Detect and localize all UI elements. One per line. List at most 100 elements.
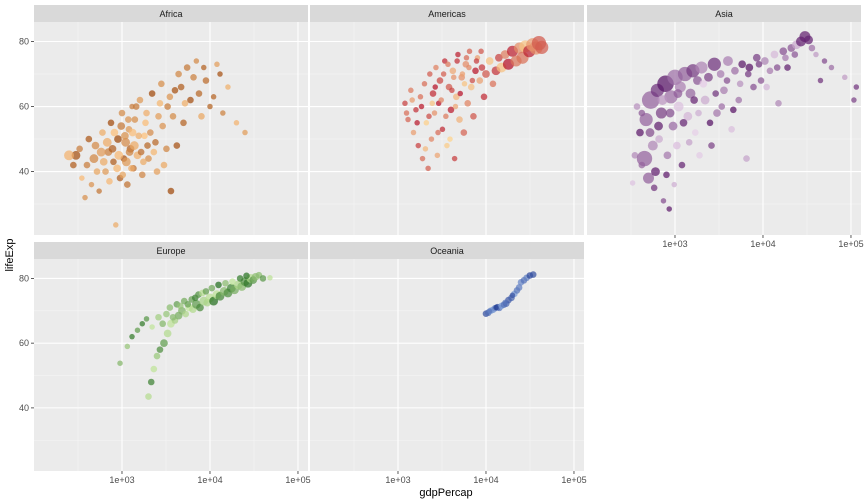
data-point bbox=[708, 142, 715, 149]
points-group bbox=[482, 271, 537, 318]
data-point bbox=[148, 90, 156, 97]
data-point bbox=[440, 71, 447, 77]
data-point bbox=[160, 339, 168, 347]
data-point bbox=[657, 95, 668, 106]
data-point bbox=[706, 119, 714, 127]
data-point bbox=[434, 152, 441, 159]
y-axis-title: lifeExp bbox=[4, 238, 16, 271]
data-point bbox=[214, 61, 220, 68]
data-point bbox=[494, 53, 503, 62]
data-point bbox=[853, 84, 860, 90]
data-point bbox=[743, 155, 750, 162]
data-point bbox=[779, 47, 788, 56]
data-point bbox=[158, 80, 165, 88]
panels-layer: Africa Americas Asia Europe Oceania bbox=[34, 5, 861, 471]
facet-strip bbox=[310, 242, 584, 259]
data-point bbox=[660, 198, 667, 204]
data-point bbox=[731, 66, 739, 75]
facet-strip-label: Europe bbox=[156, 246, 185, 256]
data-point bbox=[118, 109, 126, 117]
data-point bbox=[220, 110, 226, 116]
data-point bbox=[651, 167, 660, 176]
data-point bbox=[761, 57, 769, 65]
data-point bbox=[476, 77, 484, 84]
data-point bbox=[408, 87, 414, 94]
data-point bbox=[107, 119, 115, 127]
data-point bbox=[704, 72, 713, 82]
data-point bbox=[472, 67, 479, 75]
data-point bbox=[463, 55, 470, 61]
data-point bbox=[155, 313, 162, 321]
data-point bbox=[71, 150, 81, 160]
data-point bbox=[636, 150, 653, 167]
data-point bbox=[195, 90, 203, 97]
data-point bbox=[93, 168, 101, 175]
data-point bbox=[403, 110, 410, 116]
facet-europe: Europe bbox=[34, 242, 308, 471]
data-point bbox=[217, 71, 223, 77]
points-group bbox=[64, 58, 248, 228]
data-point bbox=[454, 58, 460, 64]
data-point bbox=[156, 346, 164, 353]
data-point bbox=[716, 70, 725, 78]
data-point bbox=[99, 157, 108, 166]
data-point bbox=[699, 79, 708, 88]
data-point bbox=[140, 158, 147, 166]
data-point bbox=[180, 119, 187, 127]
facet-strip bbox=[310, 5, 584, 22]
data-point bbox=[429, 90, 437, 97]
data-point bbox=[129, 141, 139, 150]
data-point bbox=[144, 142, 151, 149]
data-point bbox=[267, 275, 273, 281]
data-point bbox=[456, 116, 463, 123]
data-point bbox=[817, 77, 824, 84]
data-point bbox=[76, 145, 83, 153]
data-point bbox=[643, 172, 654, 184]
data-point bbox=[784, 64, 791, 71]
data-point bbox=[405, 116, 411, 123]
data-point bbox=[166, 304, 174, 311]
data-point bbox=[453, 93, 460, 101]
data-point bbox=[645, 128, 655, 137]
data-point bbox=[110, 158, 117, 166]
data-point bbox=[147, 378, 155, 386]
data-point bbox=[207, 103, 213, 110]
data-point bbox=[167, 187, 175, 195]
data-point bbox=[190, 73, 197, 81]
data-point bbox=[229, 278, 236, 285]
data-point bbox=[198, 113, 205, 120]
data-point bbox=[449, 87, 455, 94]
data-point bbox=[202, 77, 210, 84]
data-point bbox=[147, 129, 154, 136]
data-point bbox=[201, 64, 207, 71]
data-point bbox=[169, 313, 177, 321]
y-tick-label: 60 bbox=[19, 338, 29, 348]
facet-africa: Africa bbox=[34, 5, 308, 235]
data-point bbox=[142, 119, 149, 127]
data-point bbox=[193, 58, 200, 64]
data-point bbox=[187, 96, 194, 104]
data-point bbox=[431, 110, 438, 116]
data-point bbox=[202, 288, 210, 295]
data-point bbox=[121, 131, 129, 140]
data-point bbox=[638, 109, 646, 117]
data-point bbox=[79, 175, 85, 181]
data-point bbox=[141, 132, 148, 140]
data-point bbox=[685, 139, 693, 146]
facet-strip-label: Oceania bbox=[430, 246, 464, 256]
data-point bbox=[451, 155, 458, 162]
data-point bbox=[124, 343, 131, 350]
data-point bbox=[464, 100, 472, 107]
data-point bbox=[164, 103, 171, 110]
data-point bbox=[139, 320, 146, 327]
data-point bbox=[673, 89, 683, 98]
data-point bbox=[473, 58, 480, 64]
data-point bbox=[89, 154, 99, 163]
data-point bbox=[175, 70, 182, 78]
data-point bbox=[432, 84, 438, 90]
data-point bbox=[131, 116, 139, 123]
data-point bbox=[171, 86, 179, 94]
data-point bbox=[414, 120, 420, 126]
data-point bbox=[723, 77, 731, 84]
data-point bbox=[121, 137, 131, 147]
